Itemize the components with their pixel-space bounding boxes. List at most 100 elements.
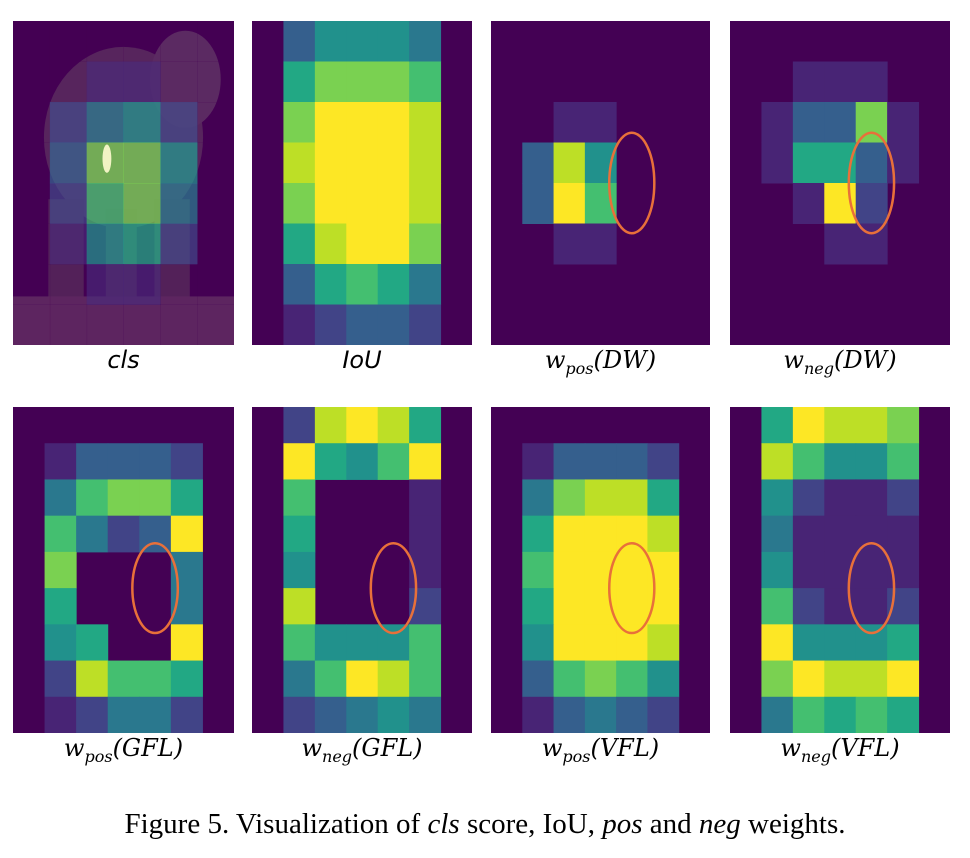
heatmap-cell bbox=[123, 61, 161, 103]
heatmap-cell bbox=[283, 61, 316, 103]
heatmap-cell bbox=[792, 443, 825, 480]
heatmap-cell bbox=[855, 142, 888, 184]
heatmap-cell bbox=[792, 479, 825, 517]
bright-spot bbox=[102, 144, 112, 173]
heatmap-cell bbox=[792, 696, 825, 733]
heatmap-cell bbox=[584, 479, 617, 517]
heatmap-cell bbox=[584, 696, 617, 733]
heatmap-cell bbox=[346, 61, 379, 103]
heatmap-cell bbox=[86, 304, 124, 345]
heatmap-cell bbox=[409, 223, 442, 265]
heatmap-cell bbox=[123, 21, 161, 62]
heatmap-cell bbox=[123, 142, 161, 184]
label-cls: cls bbox=[13, 346, 234, 374]
heatmap-cell bbox=[170, 479, 203, 517]
heatmap-cell bbox=[13, 223, 51, 265]
heatmap-cell bbox=[377, 21, 410, 62]
heatmap-cell bbox=[49, 304, 88, 345]
heatmap-cell bbox=[283, 21, 316, 62]
heatmap-cell bbox=[409, 696, 442, 733]
heatmap-cell bbox=[44, 660, 77, 698]
caption-mid1: score, IoU, bbox=[459, 808, 603, 840]
heatmap-cell bbox=[283, 102, 316, 143]
heatmap-cell bbox=[887, 624, 920, 662]
heatmap-cell bbox=[553, 223, 586, 265]
panel-wpos-dw bbox=[491, 21, 710, 345]
heatmap-cell bbox=[346, 660, 379, 698]
heatmap-cell bbox=[170, 624, 203, 662]
heatmap-cell bbox=[761, 142, 794, 184]
heatmap-cell bbox=[44, 515, 77, 553]
heatmap-cell bbox=[44, 443, 77, 480]
caption-cls: cls bbox=[427, 808, 460, 840]
heatmap-cell bbox=[13, 142, 51, 184]
label-iou: IoU bbox=[252, 346, 472, 374]
heatmap-cell bbox=[647, 479, 680, 517]
heatmap-cell bbox=[377, 264, 410, 305]
heatmap-cell bbox=[553, 588, 586, 625]
heatmap-cell bbox=[409, 264, 442, 305]
heatmap-wneg-vfl bbox=[730, 407, 950, 733]
heatmap-cell bbox=[584, 660, 617, 698]
heatmap-cell bbox=[283, 551, 316, 589]
heatmap-cell bbox=[44, 588, 77, 625]
heatmap-cell bbox=[283, 443, 316, 480]
heatmap-cell bbox=[197, 61, 234, 103]
heatmap-cell bbox=[76, 624, 109, 662]
heatmap-cell bbox=[314, 304, 347, 345]
heatmap-cell bbox=[197, 264, 234, 305]
heatmap-cell bbox=[123, 102, 161, 143]
heatmap-cell bbox=[522, 588, 555, 625]
heatmap-cell bbox=[160, 223, 198, 265]
heatmap-cell bbox=[553, 624, 586, 662]
heatmap-cell bbox=[197, 223, 234, 265]
heatmap-cell bbox=[887, 407, 920, 444]
heatmap-cell bbox=[86, 21, 124, 62]
heatmap-cell bbox=[616, 588, 648, 625]
heatmap-cell bbox=[887, 102, 920, 143]
heatmap-cell bbox=[761, 551, 794, 589]
heatmap-cell bbox=[584, 515, 617, 553]
heatmap-cell bbox=[170, 515, 203, 553]
heatmap-cell bbox=[197, 102, 234, 143]
label-wpos-vfl: wpos(VFL) bbox=[491, 734, 710, 766]
heatmap-cell bbox=[346, 407, 379, 444]
panel-wpos-vfl bbox=[491, 407, 710, 733]
heatmap-cell bbox=[553, 479, 586, 517]
heatmap-cell bbox=[761, 696, 794, 733]
label-wpos-gfl-arg: (GFL) bbox=[112, 734, 184, 762]
heatmap-cell bbox=[49, 102, 88, 143]
heatmap-cell bbox=[283, 407, 316, 444]
heatmap-wneg-dw bbox=[730, 21, 950, 345]
heatmap-cell bbox=[761, 102, 794, 143]
heatmap-cell bbox=[13, 61, 51, 103]
heatmap-cell bbox=[409, 515, 442, 553]
heatmap-cell bbox=[283, 588, 316, 625]
label-wneg-vfl: wneg(VFL) bbox=[730, 734, 950, 766]
heatmap-cell bbox=[409, 443, 442, 480]
heatmap-cell bbox=[855, 696, 888, 733]
label-iou-main: IoU bbox=[342, 346, 382, 374]
heatmap-cell bbox=[13, 264, 51, 305]
heatmap-cell bbox=[409, 21, 442, 62]
heatmap-cell bbox=[553, 443, 586, 480]
label-wneg-gfl-arg: (GFL) bbox=[352, 734, 423, 762]
heatmap-cell bbox=[346, 443, 379, 480]
heatmap-cell bbox=[855, 61, 888, 103]
heatmap-cell bbox=[647, 624, 680, 662]
heatmap-cell bbox=[170, 696, 203, 733]
heatmap-cell bbox=[139, 660, 172, 698]
heatmap-cell bbox=[855, 443, 888, 480]
label-wneg-gfl-sub: neg bbox=[322, 746, 353, 766]
heatmap-cell bbox=[761, 515, 794, 553]
heatmap-cell bbox=[409, 624, 442, 662]
label-wneg-dw-sub: neg bbox=[803, 358, 834, 378]
heatmap-cell bbox=[346, 21, 379, 62]
heatmap-cell bbox=[647, 696, 680, 733]
heatmap-cell bbox=[139, 696, 172, 733]
heatmap-cell bbox=[409, 142, 442, 184]
heatmap-cell bbox=[584, 102, 617, 143]
heatmap-cell bbox=[346, 142, 379, 184]
heatmap-cell bbox=[553, 102, 586, 143]
heatmap-cell bbox=[86, 102, 124, 143]
